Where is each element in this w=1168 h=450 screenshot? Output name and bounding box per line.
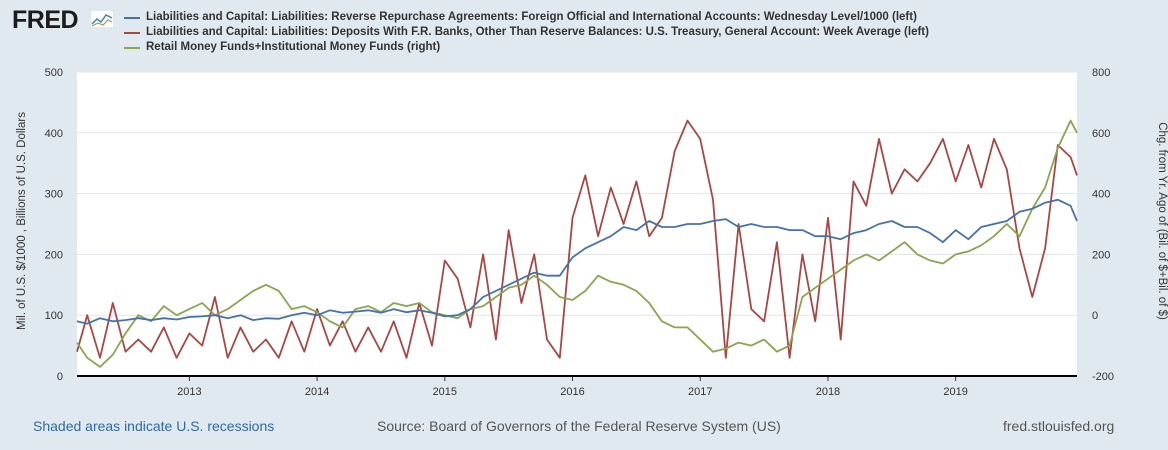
y-left-tick-label: 200 — [45, 249, 63, 261]
chart-plot: 0 100 200 300 400 500 -200 0 200 400 600 800 2013 201… — [45, 67, 1114, 398]
y-left-tick-label: 400 — [45, 128, 63, 140]
legend-label: Retail Money Funds+Institutional Money F… — [146, 41, 441, 53]
y-right-tick-label: 800 — [1092, 67, 1110, 79]
fred-logo[interactable]: FRED — [12, 6, 79, 34]
series-line-money-funds — [76, 119, 1078, 368]
y-right-tick-label: -200 — [1092, 371, 1114, 383]
legend-swatch-blue — [124, 16, 140, 19]
chart-legend: Liabilities and Capital: Liabilities: Re… — [124, 10, 929, 55]
series-line-reverse-repo — [76, 198, 1078, 325]
y-right-tick-label: 400 — [1092, 189, 1110, 201]
x-tick-label: 2019 — [943, 386, 967, 398]
legend-swatch-green — [124, 46, 140, 49]
y-right-tick-label: 0 — [1092, 310, 1098, 322]
y-right-tick-label: 200 — [1092, 249, 1110, 261]
recession-note-link[interactable]: Shaded areas indicate U.S. recessions — [33, 418, 275, 434]
legend-swatch-red — [124, 31, 140, 34]
y-left-tick-label: 100 — [45, 310, 63, 322]
series-line-treasury-account — [76, 119, 1078, 359]
legend-item-reverse-repo[interactable]: Liabilities and Capital: Liabilities: Re… — [124, 10, 929, 25]
x-tick-label: 2018 — [816, 386, 840, 398]
y-left-tick-label: 500 — [45, 67, 63, 79]
x-tick-label: 2014 — [305, 386, 329, 398]
x-tick-label: 2013 — [177, 386, 201, 398]
legend-item-treasury-account[interactable]: Liabilities and Capital: Liabilities: De… — [124, 25, 929, 40]
y-left-tick-label: 0 — [57, 371, 63, 383]
legend-label: Liabilities and Capital: Liabilities: De… — [146, 26, 929, 38]
legend-label: Liabilities and Capital: Liabilities: Re… — [146, 11, 917, 23]
x-tick-label: 2015 — [433, 386, 457, 398]
fred-site-link[interactable]: fred.stlouisfed.org — [1003, 418, 1115, 434]
y-left-tick-label: 300 — [45, 189, 63, 201]
plot-area — [77, 72, 1077, 376]
source-note: Source: Board of Governors of the Federa… — [377, 418, 781, 434]
legend-item-money-funds[interactable]: Retail Money Funds+Institutional Money F… — [124, 40, 929, 55]
y-right-tick-label: 600 — [1092, 128, 1110, 140]
x-tick-label: 2016 — [560, 386, 584, 398]
x-tick-label: 2017 — [688, 386, 712, 398]
fred-chart-icon — [90, 10, 114, 28]
